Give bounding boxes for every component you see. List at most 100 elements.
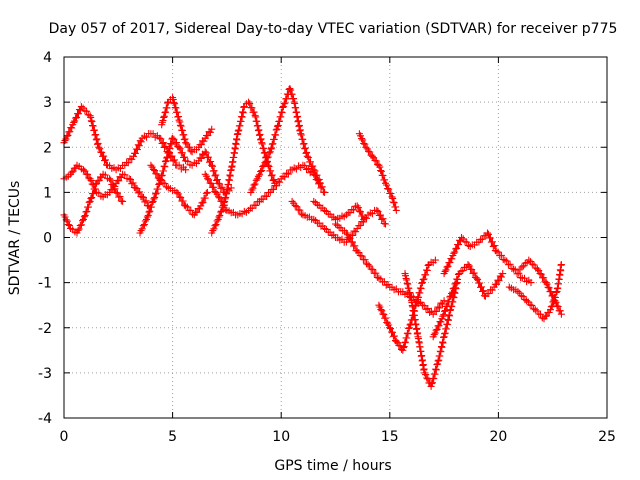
trace-marker [135,142,143,150]
trace-marker [91,131,99,139]
data-point [86,112,94,120]
trace-marker [450,249,458,257]
trace-marker [277,113,285,121]
trace-marker [446,259,454,266]
trace-marker [283,169,291,177]
satellite-track-3 [60,170,127,237]
trace-marker [124,159,132,167]
trace-marker [446,312,453,320]
trace-marker [66,128,74,136]
trace-marker [205,176,213,184]
trace-marker [65,221,73,229]
trace-marker [61,137,69,145]
trace-marker [222,206,230,214]
trace-marker [141,217,149,225]
trace-marker [464,242,472,250]
trace-marker [276,117,283,125]
data-point [501,256,509,264]
satellite-track-18 [505,261,565,323]
trace-marker [89,189,97,197]
trace-marker [346,234,354,242]
data-points [60,85,565,390]
trace-marker [404,280,412,288]
data-point [251,112,259,120]
trace-marker [83,107,91,115]
trace-marker [250,181,258,189]
trace-marker [404,330,412,338]
trace-marker [498,273,505,281]
trace-marker [416,284,424,292]
trace-marker [237,118,245,125]
data-point [208,125,216,133]
trace-marker [248,186,256,194]
trace-marker [167,140,175,148]
data-point [182,166,190,174]
trace-marker [176,121,184,129]
trace-marker [288,90,296,98]
trace-marker [157,135,165,143]
x-tick-labels: 0 5 10 15 20 25 [60,429,616,445]
trace-marker [159,139,167,147]
trace-marker [272,126,280,134]
trace-marker [281,173,289,181]
trace-marker [200,137,208,145]
trace-marker [152,190,159,198]
trace-marker [144,211,152,219]
trace-marker [254,172,262,180]
trace-marker [256,171,263,179]
satellite-track-8 [201,161,329,219]
data-point [175,116,183,124]
trace-marker [207,180,215,187]
trace-marker [163,104,171,112]
data-point [484,229,491,237]
data-point [212,188,220,196]
data-point [473,274,481,282]
trace-marker [400,343,408,350]
chart-title: Day 057 of 2017, Sidereal Day-to-day VTE… [49,21,618,37]
trace-marker [430,331,438,339]
trace-marker [297,131,305,139]
trace-marker [434,303,442,311]
x-tick-label: 0 [60,429,69,445]
trace-marker [432,366,440,374]
trace-marker [265,149,273,157]
trace-marker [273,182,280,190]
data-point [86,197,94,205]
trace-marker [143,133,150,141]
trace-marker [548,292,556,300]
data-point [551,297,559,305]
trace-marker [249,184,257,192]
trace-marker [239,108,247,116]
data-point [557,261,565,269]
trace-marker [365,147,372,155]
trace-marker [358,252,366,260]
data-point [368,152,376,160]
trace-marker [269,185,277,193]
trace-marker [267,145,275,153]
data-point [321,188,329,196]
trace-marker [301,162,309,170]
data-point [353,202,361,210]
trace-marker [213,176,221,183]
trace-marker [274,121,282,129]
trace-marker [311,167,319,175]
trace-marker [432,326,440,334]
trace-marker [98,148,106,156]
trace-marker [216,211,224,219]
trace-marker [212,221,220,229]
trace-marker [301,144,309,152]
trace-marker [451,248,459,256]
trace-marker [506,260,514,268]
trace-marker [139,222,147,230]
trace-marker [256,130,264,138]
trace-marker [161,143,168,151]
satellite-track-14 [375,256,439,354]
trace-marker [494,248,502,256]
data-point [316,179,324,187]
trace-marker [423,267,431,274]
trace-marker [161,158,169,166]
data-point [173,188,181,196]
trace-marker [444,316,452,324]
trace-marker [210,167,218,175]
